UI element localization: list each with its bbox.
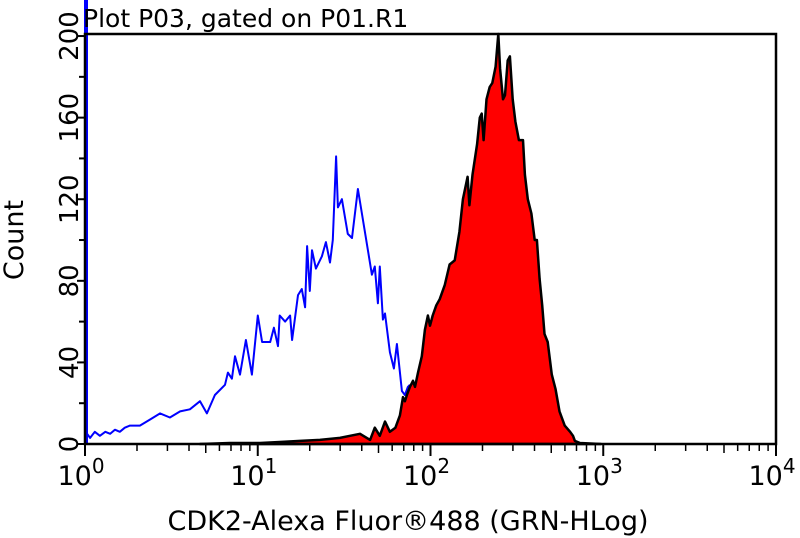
x-tick-exponent: 0	[92, 454, 105, 478]
y-tick-label: 200	[55, 11, 85, 61]
x-axis-label: CDK2-Alexa Fluor®488 (GRN-HLog)	[168, 506, 649, 537]
x-tick-exponent: 1	[265, 454, 278, 478]
x-tick-base: 10	[748, 461, 782, 492]
y-tick-label: 0	[55, 436, 85, 453]
x-tick-exponent: 2	[437, 454, 450, 478]
y-axis-label: Count	[0, 200, 30, 280]
x-tick-label: 100	[57, 454, 104, 492]
x-tick-label: 102	[403, 454, 450, 492]
y-tick-label: 160	[55, 93, 85, 143]
control-histogram-line	[84, 155, 411, 439]
x-tick-exponent: 4	[783, 454, 796, 478]
plot-area	[84, 0, 603, 446]
y-tick-label: 40	[55, 346, 85, 379]
x-tick-base: 10	[57, 461, 91, 492]
x-tick-label: 103	[576, 454, 623, 492]
y-tick-label: 120	[55, 174, 85, 224]
y-tick-label: 80	[55, 264, 85, 297]
x-tick-label: 104	[748, 454, 795, 492]
x-tick-base: 10	[230, 461, 264, 492]
chart-title: Plot P03, gated on P01.R1	[83, 4, 408, 33]
x-tick-base: 10	[576, 461, 610, 492]
x-tick-base: 10	[403, 461, 437, 492]
sample-histogram-fill	[198, 32, 603, 446]
x-tick-label: 101	[230, 454, 277, 492]
x-tick-exponent: 3	[610, 454, 623, 478]
